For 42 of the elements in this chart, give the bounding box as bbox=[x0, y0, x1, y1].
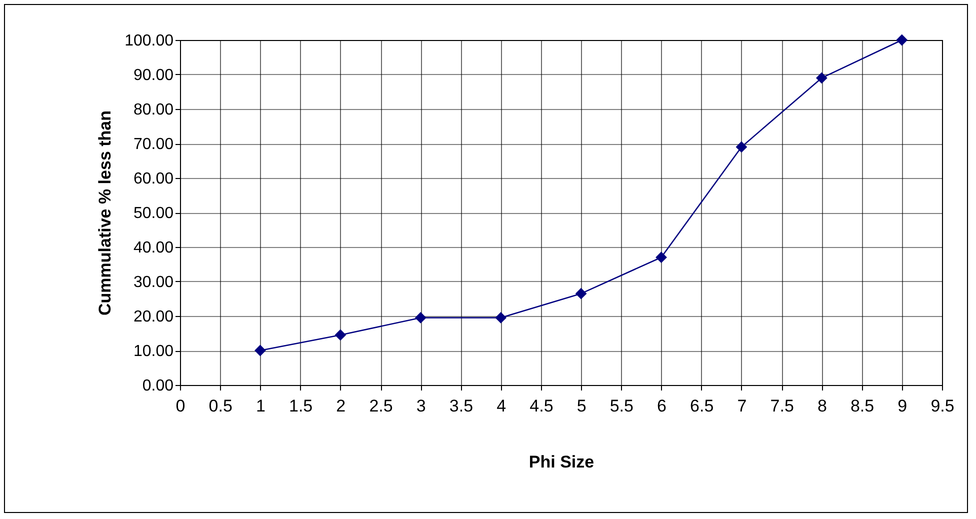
x-tick-label: 8.5 bbox=[850, 396, 874, 416]
point bbox=[495, 312, 507, 324]
y-tick-label: 100.00 bbox=[124, 32, 174, 50]
y-tick-label: 30.00 bbox=[133, 274, 174, 291]
point bbox=[575, 288, 587, 300]
x-tick-label: 9 bbox=[898, 396, 908, 416]
x-tick-label: 9.5 bbox=[930, 396, 954, 416]
point bbox=[736, 141, 748, 153]
x-tick-label: 2.5 bbox=[369, 396, 393, 416]
y-tick-label: 80.00 bbox=[133, 102, 174, 118]
y-tick-label: 90.00 bbox=[133, 67, 174, 84]
x-tick-label: 4.5 bbox=[530, 396, 554, 416]
x-tick-label: 3 bbox=[416, 396, 426, 416]
y-tick-label: 50.00 bbox=[133, 205, 174, 222]
x-tick-label: 8 bbox=[817, 396, 827, 416]
point bbox=[656, 252, 667, 264]
point bbox=[896, 34, 908, 46]
x-tick-label: 7.5 bbox=[770, 396, 794, 416]
point bbox=[816, 72, 828, 84]
y-tick-label: 0.00 bbox=[142, 378, 174, 394]
y-tick-label: 20.00 bbox=[133, 308, 174, 326]
x-tick-label: 3.5 bbox=[449, 396, 474, 416]
y-axis-title: Cummulative % less than bbox=[96, 110, 115, 316]
x-tick-label: 5 bbox=[576, 396, 586, 416]
x-tick-label: 7 bbox=[737, 396, 747, 416]
point bbox=[254, 344, 266, 356]
y-tick-label: 60.00 bbox=[133, 170, 174, 188]
y-tick-label: 40.00 bbox=[133, 240, 174, 256]
point bbox=[334, 329, 346, 341]
y-tick-label: 70.00 bbox=[133, 136, 174, 153]
x-axis-title: Phi Size bbox=[528, 452, 594, 472]
point bbox=[414, 312, 426, 324]
y-tick-label: 10.00 bbox=[133, 343, 174, 360]
x-tick-label: 6.5 bbox=[690, 396, 714, 416]
x-tick-label: 1 bbox=[256, 396, 266, 416]
x-tick-label: 0 bbox=[176, 396, 186, 416]
x-tick-label: 5.5 bbox=[610, 396, 634, 416]
x-tick-label: 2 bbox=[336, 396, 346, 416]
x-tick-label: 4 bbox=[496, 396, 506, 416]
x-tick-label: 0.5 bbox=[208, 396, 232, 416]
x-tick-label: 6 bbox=[657, 396, 666, 416]
x-tick-label: 1.5 bbox=[288, 396, 313, 416]
